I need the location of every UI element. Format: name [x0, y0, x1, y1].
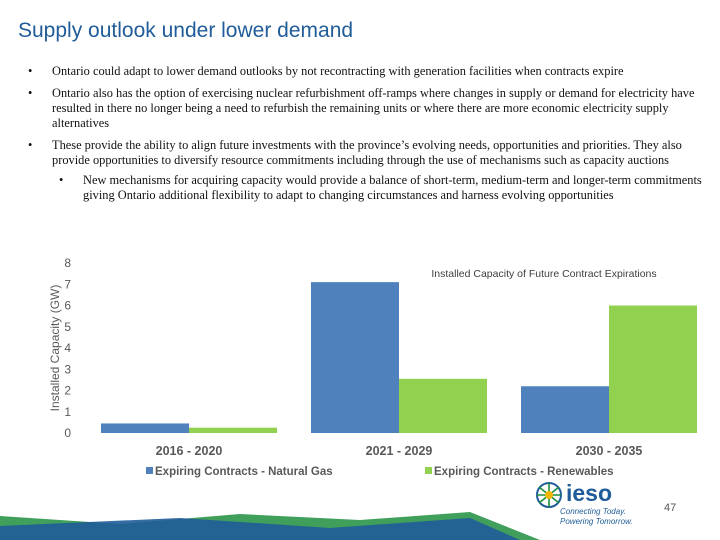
- bar-natural-gas: [521, 386, 609, 433]
- bullet-item: • These provide the ability to align fut…: [28, 138, 710, 168]
- y-tick-label: 3: [64, 362, 71, 376]
- bullet-text: These provide the ability to align futur…: [52, 138, 682, 167]
- y-tick-label: 2: [64, 384, 71, 398]
- footer-bar: [0, 512, 540, 540]
- x-tick-label: 2016 - 2020: [156, 444, 223, 458]
- footer-wave-blue: [0, 518, 520, 540]
- y-axis-title: Installed Capacity (GW): [48, 285, 62, 412]
- legend-swatch: [425, 467, 432, 474]
- bar-renewables: [609, 305, 697, 433]
- bullet-list: • Ontario could adapt to lower demand ou…: [28, 64, 710, 210]
- y-tick-label: 1: [64, 405, 71, 419]
- logo-tagline-1: Connecting Today.: [560, 507, 626, 516]
- bullet-item: • Ontario could adapt to lower demand ou…: [28, 64, 710, 79]
- ieso-logo-icon: [536, 482, 562, 508]
- bullet-text: Ontario also has the option of exercisin…: [52, 86, 695, 130]
- bar-renewables: [189, 427, 277, 433]
- y-tick-label: 8: [64, 256, 71, 270]
- x-tick-label: 2030 - 2035: [576, 444, 643, 458]
- bar-renewables: [399, 378, 487, 433]
- bullet-dot: •: [28, 86, 33, 100]
- y-tick-label: 0: [64, 426, 71, 440]
- legend-label: Expiring Contracts - Renewables: [434, 466, 614, 478]
- sub-bullet-item: • New mechanisms for acquiring capacity …: [59, 173, 710, 203]
- y-tick-label: 7: [64, 277, 71, 291]
- y-tick-label: 5: [64, 320, 71, 334]
- bullet-dot: •: [28, 138, 33, 152]
- legend-label: Expiring Contracts - Natural Gas: [155, 466, 333, 478]
- bar-natural-gas: [311, 282, 399, 433]
- slide-title: Supply outlook under lower demand: [18, 19, 354, 42]
- bullet-dot: •: [28, 64, 33, 78]
- bar-natural-gas: [101, 423, 189, 433]
- x-tick-label: 2021 - 2029: [366, 444, 433, 458]
- bullet-dot: •: [59, 173, 64, 187]
- bullet-item: • Ontario also has the option of exercis…: [28, 86, 710, 131]
- sub-bullet-text: New mechanisms for acquiring capacity wo…: [83, 173, 702, 202]
- y-tick-label: 4: [64, 341, 71, 355]
- logo-tagline-2: Powering Tomorrow.: [560, 517, 633, 526]
- bullet-text: Ontario could adapt to lower demand outl…: [52, 64, 624, 78]
- logo-word: ieso: [566, 480, 613, 506]
- legend-swatch: [146, 467, 153, 474]
- page-number: 47: [664, 502, 677, 514]
- chart-title: Installed Capacity of Future Contract Ex…: [431, 268, 656, 280]
- y-tick-label: 6: [64, 299, 71, 313]
